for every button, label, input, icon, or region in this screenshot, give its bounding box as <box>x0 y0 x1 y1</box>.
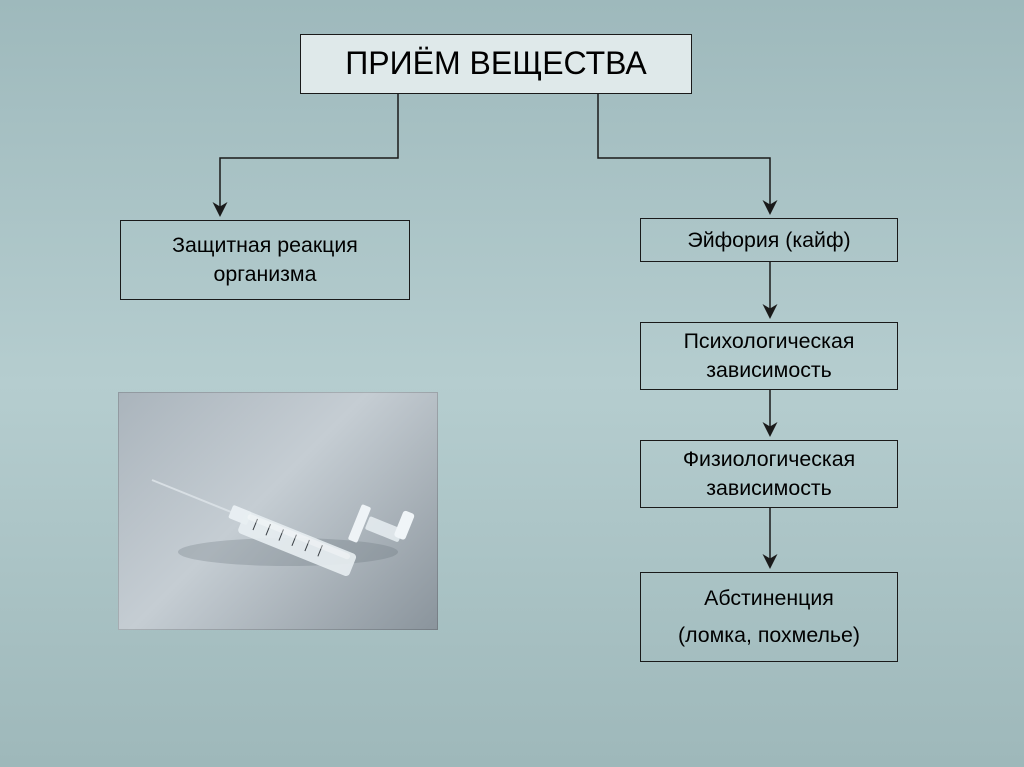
syringe-illustration <box>118 392 438 630</box>
syringe-icon <box>118 392 438 630</box>
node-r4: Абстиненция (ломка, похмелье) <box>640 572 898 662</box>
node-r1-label: Эйфория (кайф) <box>687 226 850 255</box>
node-left-label: Защитная реакция организма <box>133 231 397 289</box>
node-r3: Физиологическая зависимость <box>640 440 898 508</box>
node-root: ПРИЁМ ВЕЩЕСТВА <box>300 34 692 94</box>
edge-root-left <box>220 94 398 214</box>
node-r3-label: Физиологическая зависимость <box>653 445 885 503</box>
node-r4-label: Абстиненция <box>704 584 834 613</box>
node-r2-label: Психологическая зависимость <box>653 327 885 385</box>
node-left: Защитная реакция организма <box>120 220 410 300</box>
node-root-label: ПРИЁМ ВЕЩЕСТВА <box>345 42 647 85</box>
node-r2: Психологическая зависимость <box>640 322 898 390</box>
edge-root-r1 <box>598 94 770 212</box>
node-r4-sublabel: (ломка, похмелье) <box>678 621 860 650</box>
node-r1: Эйфория (кайф) <box>640 218 898 262</box>
